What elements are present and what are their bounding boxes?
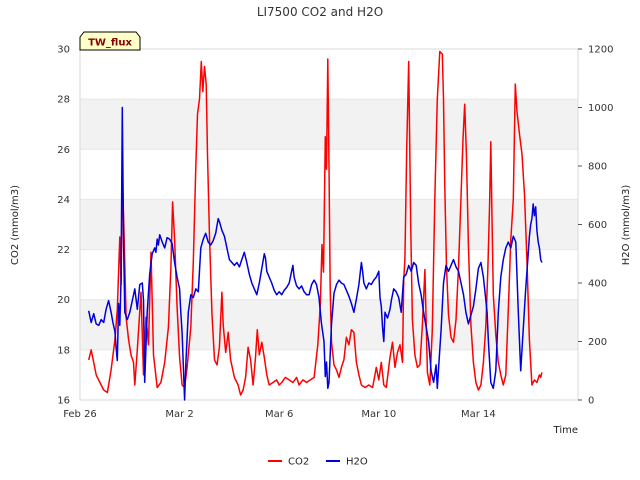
series-line-co2 bbox=[87, 50, 543, 396]
y-axis-right: 0 200 400 600 800 1000 1200 bbox=[578, 45, 613, 407]
legend-item-h2o: H2O bbox=[326, 457, 368, 468]
x-tick-label: Mar 14 bbox=[461, 409, 496, 420]
x-tick-label: Feb 26 bbox=[63, 409, 97, 420]
badge-shape bbox=[79, 31, 141, 51]
series-layer bbox=[87, 50, 543, 401]
legend-label-co2: CO2 bbox=[288, 457, 309, 468]
y-left-tick-label: 16 bbox=[57, 396, 70, 407]
x-axis: Feb 26 Mar 2 Mar 6 Mar 10 Mar 14 bbox=[63, 409, 496, 420]
x-axis-title: Time bbox=[553, 425, 578, 436]
y-axis-left-title: CO2 (mmol/m3) bbox=[10, 185, 21, 265]
y-right-tick-label: 400 bbox=[588, 279, 607, 290]
y-left-tick-label: 22 bbox=[57, 245, 70, 256]
y-right-tick-label: 600 bbox=[588, 220, 607, 231]
y-right-tick-label: 800 bbox=[588, 162, 607, 173]
y-left-tick-label: 18 bbox=[57, 345, 70, 356]
legend: CO2 H2O bbox=[268, 457, 368, 468]
y-axis-right-title: H2O (mmol/m3) bbox=[621, 185, 632, 266]
y-left-tick-label: 26 bbox=[57, 145, 70, 156]
chart-title: LI7500 CO2 and H2O bbox=[257, 5, 383, 19]
y-right-tick-label: 1200 bbox=[588, 45, 613, 56]
x-tick-label: Mar 6 bbox=[265, 409, 293, 420]
legend-item-co2: CO2 bbox=[268, 457, 309, 468]
y-left-tick-label: 30 bbox=[57, 45, 70, 56]
y-right-tick-label: 0 bbox=[588, 396, 594, 407]
y-right-tick-label: 1000 bbox=[588, 103, 613, 114]
x-tick-label: Mar 2 bbox=[165, 409, 193, 420]
shaded-band bbox=[80, 299, 578, 350]
badge-label: TW_flux bbox=[88, 38, 132, 49]
y-right-tick-label: 200 bbox=[588, 337, 607, 348]
y-left-tick-label: 28 bbox=[57, 95, 70, 106]
y-left-tick-label: 20 bbox=[57, 295, 70, 306]
series-line-h2o bbox=[87, 106, 543, 401]
tw-flux-badge: TW_flux bbox=[79, 31, 141, 51]
x-tick-label: Mar 10 bbox=[361, 409, 396, 420]
y-axis-left: 16 18 20 22 24 26 28 30 bbox=[57, 45, 70, 407]
legend-label-h2o: H2O bbox=[346, 457, 368, 468]
y-left-tick-label: 24 bbox=[57, 195, 70, 206]
